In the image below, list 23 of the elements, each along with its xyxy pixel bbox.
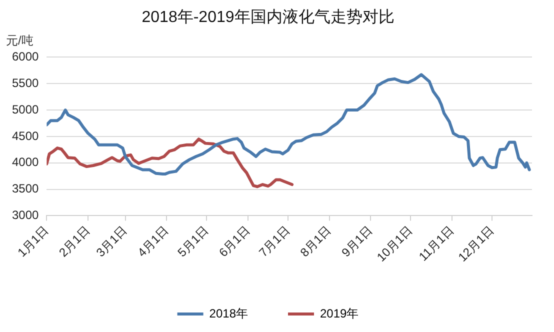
y-tick-label: 6000: [12, 50, 40, 64]
x-tick-label: 10月1日: [374, 223, 416, 264]
legend-label: 2018年: [209, 306, 248, 320]
y-tick-label: 3000: [12, 208, 40, 222]
x-tick-label: 6月1日: [216, 223, 252, 260]
y-tick-label: 5500: [12, 76, 40, 90]
y-tick-label: 5000: [12, 102, 40, 116]
x-tick-label: 5月1日: [174, 223, 212, 260]
legend-label: 2019年: [320, 306, 359, 320]
y-tick-label: 4000: [12, 155, 40, 170]
x-tick-label: 4月1日: [134, 223, 172, 260]
x-tick-label: 7月1日: [256, 223, 292, 260]
x-tick-label: 8月1日: [297, 223, 334, 260]
x-tick-label: 9月1日: [338, 223, 376, 260]
x-tick-label: 12月1日: [455, 223, 496, 264]
chart-title: 2018年-2019年国内液化气走势对比: [142, 8, 394, 26]
x-tick-label: 2月1日: [56, 223, 92, 260]
x-tick-label: 11月1日: [416, 223, 456, 264]
x-tick-label: 3月1日: [94, 223, 130, 260]
y-axis-title: 元/吨: [6, 34, 34, 48]
y-tick-label: 3500: [12, 182, 40, 196]
x-tick-label: 1月1日: [14, 223, 52, 260]
y-tick-label: 4500: [12, 128, 40, 143]
